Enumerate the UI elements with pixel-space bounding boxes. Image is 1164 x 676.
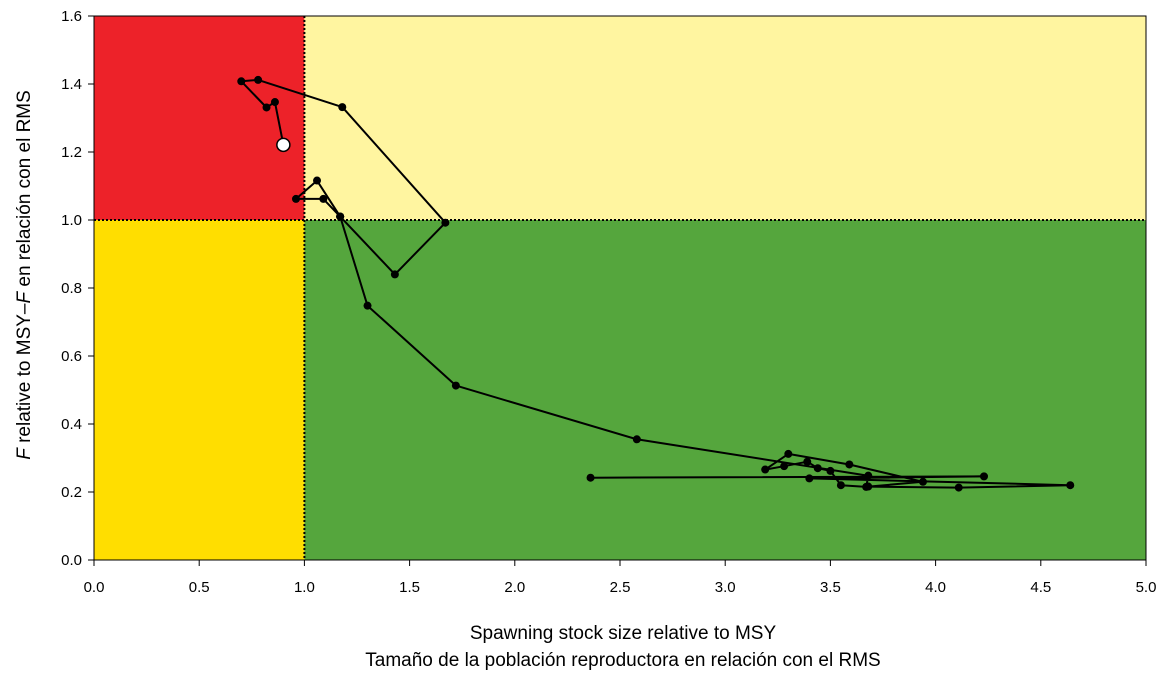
data-point	[319, 194, 328, 203]
x-tick-label: 2.0	[504, 579, 525, 596]
y-tick-label: 1.2	[61, 144, 82, 161]
x-axis-label-spanish: Tamaño de la población reproductora en r…	[365, 650, 880, 671]
data-point	[918, 477, 927, 486]
y-tick-label: 1.6	[61, 8, 82, 25]
latest-point	[276, 137, 291, 153]
x-tick-label: 2.5	[610, 579, 631, 596]
data-point	[954, 483, 963, 492]
x-tick-label: 1.0	[294, 579, 315, 596]
data-point	[1066, 481, 1075, 490]
quadrant-healthy	[304, 220, 1146, 560]
data-point	[441, 218, 450, 227]
data-point	[826, 466, 835, 475]
data-point	[363, 301, 372, 310]
x-tick-label: 4.0	[925, 579, 946, 596]
x-tick-label: 0.0	[84, 579, 105, 596]
quadrant-overfished	[94, 220, 305, 560]
data-point	[803, 457, 812, 466]
quadrant-overfished-overfishing	[94, 16, 305, 220]
x-tick-label: 3.0	[715, 579, 736, 596]
data-point	[979, 472, 988, 481]
data-point	[864, 471, 873, 480]
data-point	[291, 194, 300, 203]
y-axis-label: F relative to MSY–F en relación con el R…	[14, 90, 35, 460]
x-tick-label: 3.5	[820, 579, 841, 596]
y-axis-label-part: relative to MSY–	[14, 303, 35, 448]
quadrant-overfishing	[304, 16, 1146, 220]
data-point	[813, 464, 822, 473]
data-point	[780, 462, 789, 471]
y-tick-label: 0.2	[61, 484, 82, 501]
data-point	[845, 460, 854, 469]
stock-status-quadrants	[94, 16, 1146, 560]
x-axis-label: Spawning stock size relative to MSY	[470, 623, 777, 644]
data-point	[784, 449, 793, 458]
data-point	[270, 98, 279, 107]
y-tick-label: 0.0	[61, 552, 82, 569]
y-tick-label: 0.6	[61, 348, 82, 365]
y-tick-label: 0.8	[61, 280, 82, 297]
data-point	[862, 482, 871, 491]
y-tick-label: 0.4	[61, 416, 82, 433]
data-point	[632, 435, 641, 444]
trajectory	[237, 75, 1075, 492]
data-point	[390, 270, 399, 279]
x-tick-label: 4.5	[1030, 579, 1051, 596]
x-tick-label: 5.0	[1136, 579, 1157, 596]
x-axis: 0.0 0.5 1.0 1.5 2.0 2.5 3.0 3.5 4.0 4.5 5.0	[84, 560, 1157, 596]
data-point	[254, 75, 263, 84]
y-axis-label-f: F	[14, 447, 35, 460]
y-axis-label-f2: F	[14, 291, 35, 304]
y-axis: 0.0 0.2 0.4 0.6 0.8 1.0 1.2 1.4 1.6	[61, 8, 94, 569]
data-point	[586, 473, 595, 482]
data-point	[336, 212, 345, 221]
data-point	[262, 103, 271, 112]
data-point	[805, 474, 814, 483]
data-point	[313, 176, 322, 185]
y-axis-label-end: en relación con el RMS	[14, 90, 35, 292]
data-point	[237, 77, 246, 86]
data-point	[338, 103, 347, 112]
y-tick-label: 1.4	[61, 76, 82, 93]
data-point	[761, 465, 770, 474]
x-tick-label: 0.5	[189, 579, 210, 596]
data-point	[451, 381, 460, 390]
x-tick-label: 1.5	[399, 579, 420, 596]
data-point	[836, 481, 845, 490]
y-tick-label: 1.0	[61, 212, 82, 229]
